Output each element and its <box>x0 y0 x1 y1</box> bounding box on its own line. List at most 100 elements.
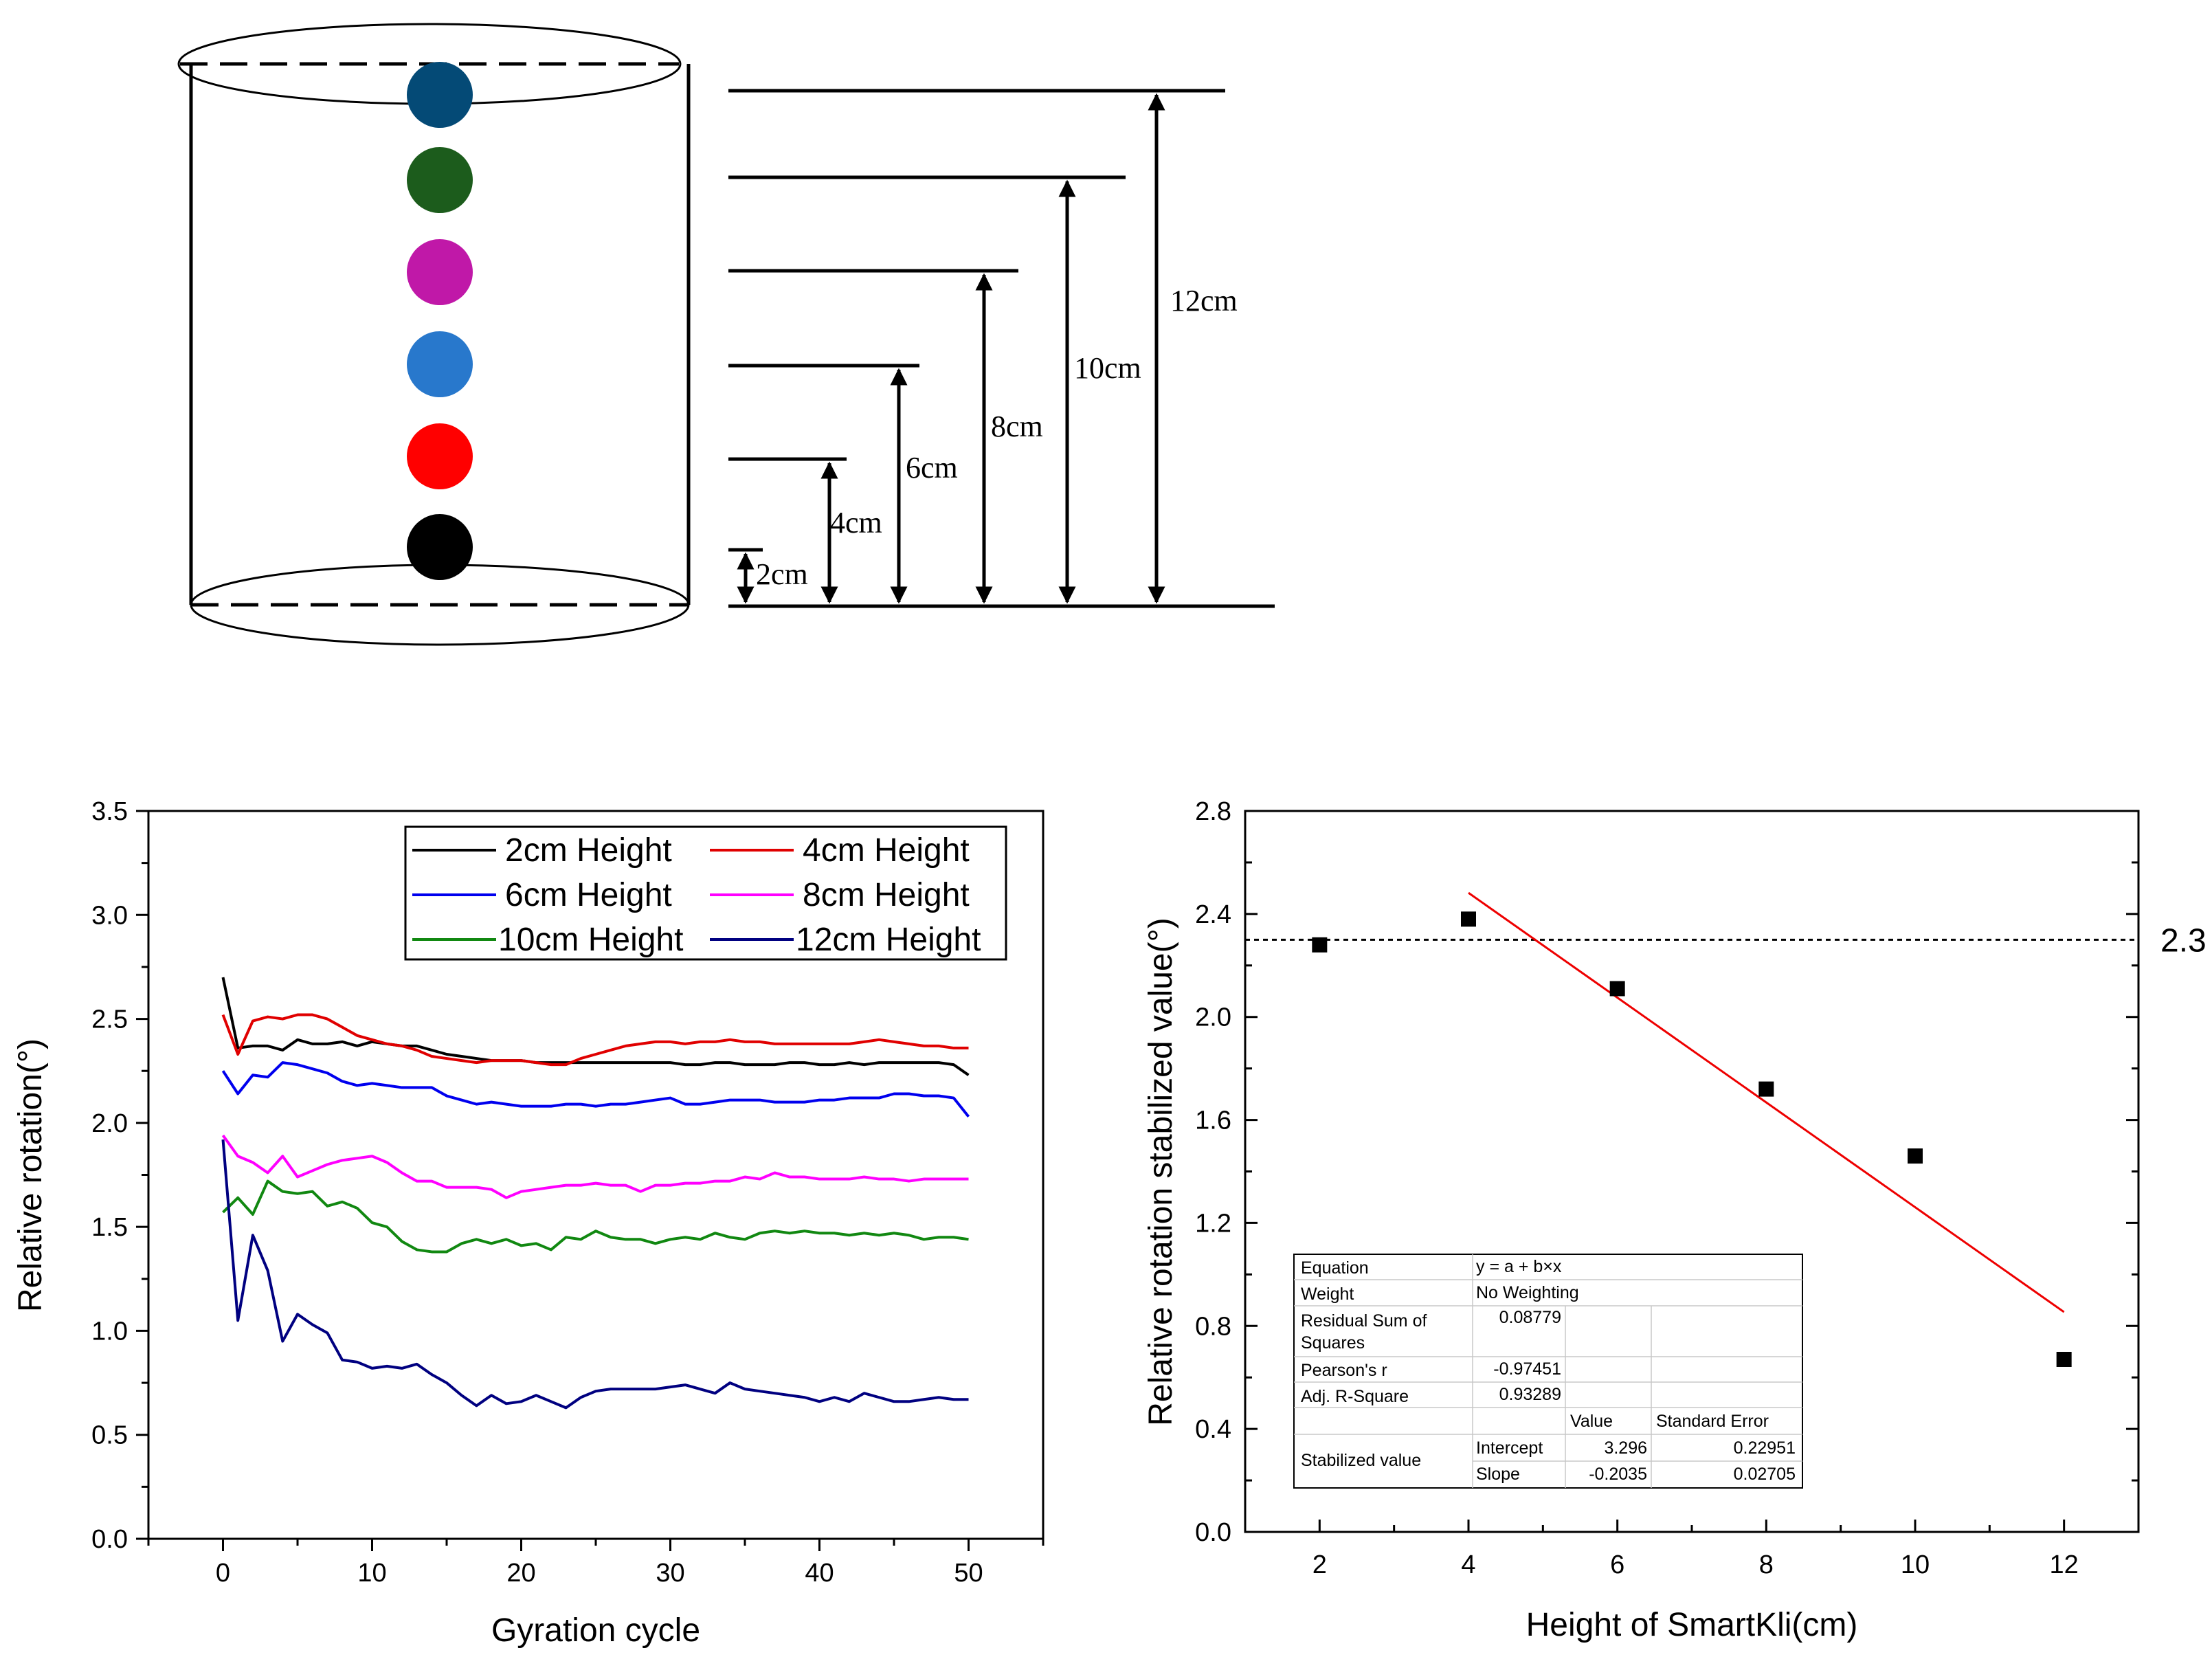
legend-entry: 12cm Height <box>710 922 981 958</box>
weight-value: No Weighting <box>1476 1283 1579 1302</box>
y-tick-label: 2.0 <box>1195 1003 1231 1032</box>
adj-r-square-value: 0.93289 <box>1499 1385 1561 1404</box>
data-point <box>1908 1148 1923 1164</box>
y-tick-label: 2.5 <box>91 1005 128 1034</box>
x-axis-title: Gyration cycle <box>491 1612 700 1649</box>
x-tick-label: 8 <box>1759 1550 1774 1579</box>
x-tick-label: 10 <box>1901 1550 1930 1579</box>
value-header: Value <box>1570 1412 1613 1431</box>
height-label-2cm: 2cm <box>756 557 808 591</box>
x-tick-label: 30 <box>656 1559 684 1588</box>
axis-ticks <box>1244 810 2140 1533</box>
rotation-line-chart: 0 10 20 30 40 50 0.0 0.5 1.0 1.5 2.0 2.5… <box>12 797 1044 1649</box>
y-tick-label: 2.4 <box>1195 900 1231 929</box>
data-point <box>1312 937 1328 953</box>
y-tick-label: 0.8 <box>1195 1312 1231 1341</box>
adj-r-square-label: Adj. R-Square <box>1301 1387 1409 1406</box>
sensor-ball <box>407 147 473 213</box>
legend-entry: 8cm Height <box>710 877 970 913</box>
legend-label: 12cm Height <box>796 922 981 958</box>
x-axis-title: Height of SmartKli(cm) <box>1526 1607 1858 1643</box>
pearson-label: Pearson's r <box>1301 1361 1387 1380</box>
legend-label: 8cm Height <box>803 877 970 913</box>
y-tick-label: 3.0 <box>91 901 128 930</box>
x-tick-label: 20 <box>506 1559 535 1588</box>
x-tick-label: 0 <box>216 1559 230 1588</box>
slope-value: -0.2035 <box>1589 1465 1647 1484</box>
data-point <box>2056 1351 2072 1367</box>
y-tick-label: 0.0 <box>1195 1518 1231 1547</box>
intercept-label: Intercept <box>1476 1438 1543 1458</box>
cylinder-bottom-front-arc <box>190 604 690 646</box>
legend-box <box>404 825 1007 961</box>
standard-error-header: Standard Error <box>1656 1412 1769 1431</box>
y-tick-label: 0.5 <box>91 1421 128 1450</box>
legend-label: 6cm Height <box>505 877 672 913</box>
series-line <box>221 1013 969 1067</box>
stats-table-frame <box>1293 1254 1803 1489</box>
x-tick-label: 12 <box>2050 1550 2079 1579</box>
slope-error: 0.02705 <box>1734 1465 1796 1484</box>
sensor-ball <box>407 331 473 397</box>
cylinder-diagram <box>177 23 691 646</box>
height-label-12cm: 12cm <box>1170 284 1238 318</box>
data-point <box>1461 911 1476 927</box>
fit-line <box>1468 891 2065 1313</box>
equation-label: Equation <box>1301 1258 1369 1278</box>
reference-line-label: 2.3 <box>2160 922 2207 959</box>
stats-table: Equation y = a + b×x Weight No Weighting… <box>1293 1254 1803 1489</box>
legend: 2cm Height 4cm Height 6cm Height 8cm Hei… <box>404 825 1007 961</box>
rss-label-line2: Squares <box>1301 1333 1365 1353</box>
x-tick-label: 6 <box>1610 1550 1624 1579</box>
weight-label: Weight <box>1301 1285 1354 1304</box>
height-dimension-lines: 2cm 4cm 6cm 8cm 10cm 12cm <box>728 89 1275 608</box>
intercept-error: 0.22951 <box>1734 1438 1796 1458</box>
x-tick-label: 50 <box>954 1559 983 1588</box>
legend-entry: 2cm Height <box>412 832 672 869</box>
sensor-balls <box>407 62 473 580</box>
series-line <box>221 1139 969 1410</box>
x-tick-label: 2 <box>1312 1550 1327 1579</box>
legend-entry: 4cm Height <box>710 832 970 869</box>
y-tick-label: 2.8 <box>1195 797 1231 826</box>
x-tick-labels: 0 10 20 30 40 50 <box>216 1559 983 1588</box>
height-label-4cm: 4cm <box>830 506 882 540</box>
x-tick-label: 4 <box>1461 1550 1475 1579</box>
rss-value: 0.08779 <box>1499 1308 1561 1327</box>
sensor-ball <box>407 62 473 128</box>
pearson-value: -0.97451 <box>1493 1359 1561 1379</box>
equation-value: y = a + b×x <box>1476 1257 1562 1276</box>
series-line <box>221 1134 969 1199</box>
y-tick-label: 1.2 <box>1195 1209 1231 1238</box>
y-tick-label: 0.0 <box>91 1525 128 1554</box>
y-tick-label: 2.0 <box>91 1109 128 1138</box>
sensor-ball <box>407 423 473 489</box>
y-tick-label: 1.5 <box>91 1213 128 1242</box>
legend-label: 2cm Height <box>505 832 672 869</box>
y-tick-labels: 0.0 0.4 0.8 1.2 1.6 2.0 2.4 2.8 <box>1195 797 1231 1547</box>
series-lines <box>221 977 970 1410</box>
y-axis-title: Relative rotation stabilized value(°) <box>1143 918 1179 1426</box>
height-label-6cm: 6cm <box>906 451 958 485</box>
sensor-ball <box>407 239 473 305</box>
y-tick-label: 3.5 <box>91 797 128 826</box>
legend-label: 4cm Height <box>803 832 970 869</box>
stats-table-gridlines <box>1294 1254 1802 1488</box>
data-point <box>1609 981 1625 997</box>
legend-label: 10cm Height <box>498 922 683 958</box>
height-label-10cm: 10cm <box>1074 351 1141 385</box>
sensor-ball <box>407 514 473 580</box>
x-tick-label: 10 <box>357 1559 386 1588</box>
stabilized-value-label: Stabilized value <box>1301 1451 1421 1470</box>
series-line <box>221 977 970 1076</box>
axis-ticks <box>136 810 1044 1551</box>
legend-entry: 10cm Height <box>412 922 683 958</box>
legend-entry: 6cm Height <box>412 877 672 913</box>
intercept-value: 3.296 <box>1604 1438 1647 1458</box>
x-tick-label: 40 <box>805 1559 834 1588</box>
slope-label: Slope <box>1476 1465 1520 1484</box>
y-tick-label: 1.6 <box>1195 1106 1231 1135</box>
y-tick-label: 1.0 <box>91 1317 128 1346</box>
series-line <box>221 1061 970 1118</box>
